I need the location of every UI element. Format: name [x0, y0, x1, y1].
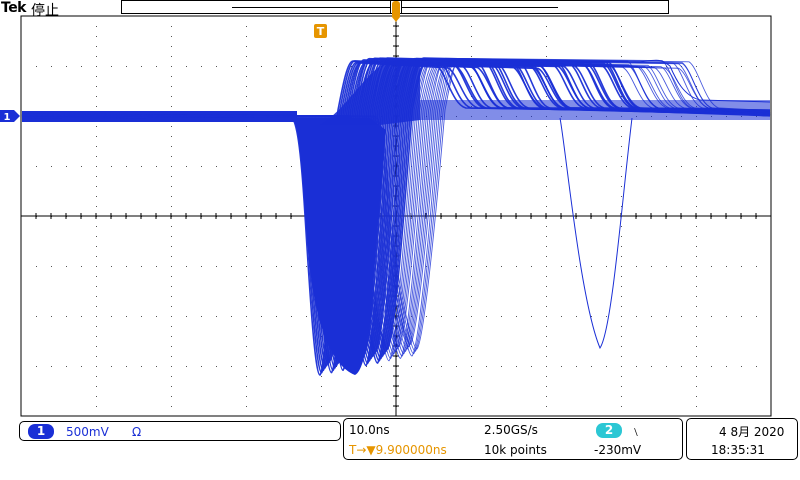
- trigger-marker-label: T: [317, 25, 325, 38]
- record-length: 10k points: [484, 443, 547, 457]
- acquisition-status: 停止: [31, 3, 59, 19]
- time: 18:35:31: [711, 443, 765, 457]
- date: 4 8月 2020: [719, 425, 785, 439]
- trigger-delay: 9.900000ns: [375, 443, 447, 457]
- channel1-badge: 1: [28, 424, 54, 439]
- datetime-readout: 4 8月 2020 18:35:31: [686, 418, 798, 460]
- graticule-display: T 1: [0, 1, 772, 417]
- channel1-ground-marker[interactable]: 1: [0, 110, 20, 123]
- trigger-position-marker[interactable]: T: [314, 24, 327, 38]
- readout-bar: 1 500mV Ω 10.0ns T→▼9.900000ns 2.50GS/s …: [0, 418, 800, 480]
- channel1-readout[interactable]: 1 500mV Ω: [19, 421, 341, 441]
- horizontal-trigger-readout[interactable]: 10.0ns T→▼9.900000ns 2.50GS/s 10k points…: [343, 418, 683, 460]
- trigger-source-badge: 2: [596, 423, 622, 438]
- waveform-persistence: [21, 57, 771, 376]
- channel1-scale: 500mV: [66, 425, 109, 439]
- trigger-level: -230mV: [594, 443, 642, 457]
- trigger-delay-prefix: T→▼: [349, 443, 376, 457]
- trigger-delay-readout: T→▼9.900000ns: [349, 443, 447, 457]
- sample-rate: 2.50GS/s: [484, 423, 538, 437]
- channel1-ground-label: 1: [4, 112, 11, 123]
- channel1-coupling: Ω: [132, 425, 142, 439]
- brand-logo: Tek: [1, 0, 27, 16]
- time-per-div: 10.0ns: [349, 423, 390, 437]
- expansion-point-marker: [392, 1, 400, 22]
- trigger-slope-icon: ﹨: [630, 424, 643, 438]
